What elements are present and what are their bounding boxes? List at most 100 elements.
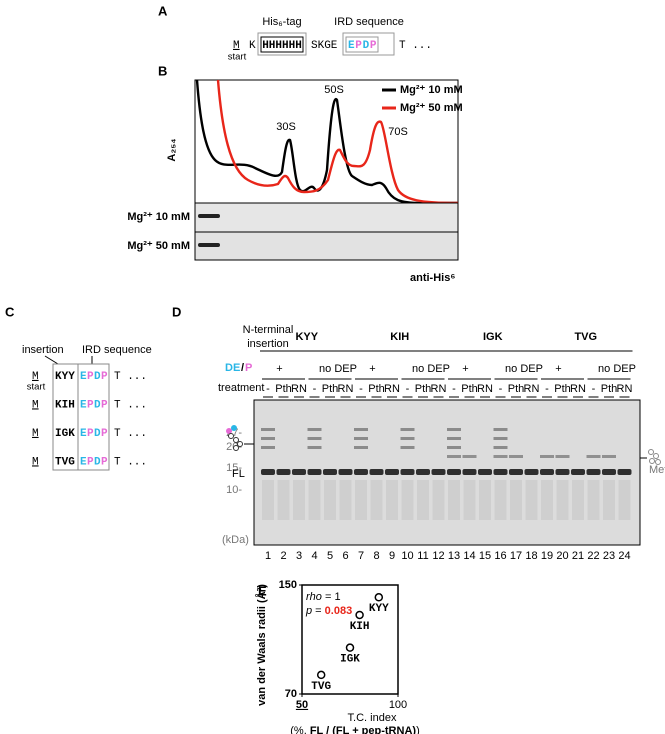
gel-band [307, 437, 322, 440]
insertion: KYY [55, 371, 75, 383]
lane-number: 18 [525, 550, 537, 562]
svg-text:rho = 1: rho = 1 [306, 591, 341, 603]
treatment: RN [291, 383, 307, 395]
gel-smear [618, 480, 631, 520]
gel-smear [262, 480, 274, 520]
lane-number: 24 [618, 550, 630, 562]
blot-band [198, 214, 220, 218]
treatment: Pth [368, 383, 385, 395]
gel-smear [417, 480, 429, 520]
gel-band [400, 437, 415, 440]
ird-residue: D [94, 399, 101, 411]
treatment: Pth [415, 383, 432, 395]
gel-smear [293, 480, 305, 520]
gel-band [354, 428, 368, 431]
gel-band [261, 437, 275, 440]
condition: no DEP [412, 363, 450, 375]
treatment: - [592, 383, 596, 395]
gel-smear [603, 480, 615, 520]
panel-label: C [5, 304, 15, 319]
ird-residue: P [87, 371, 94, 383]
gel-band [617, 469, 632, 475]
pointer [44, 355, 59, 365]
gel-band [462, 455, 477, 458]
lane-number: 23 [603, 550, 615, 562]
lane-number: 20 [556, 550, 568, 562]
met-trna-icon [640, 449, 661, 465]
x-tick-label: 100 [389, 699, 407, 711]
treatment: Pth [461, 383, 478, 395]
gel-band [509, 469, 523, 475]
treatment: RN [524, 383, 540, 395]
dep-p: P [245, 362, 252, 374]
gel-band [338, 469, 353, 475]
ird-residue: P [101, 371, 108, 383]
group-name: IGK [483, 331, 503, 343]
ird-box [77, 363, 110, 471]
x-sublabel: (%, [290, 725, 310, 734]
his-box [257, 32, 307, 56]
panel-label: A [158, 3, 168, 18]
gel-band [586, 455, 601, 458]
condition: + [369, 363, 375, 375]
point [345, 643, 355, 652]
y-label: van der Waals radii (Å³) [255, 584, 268, 706]
ird-label: IRD sequence [334, 16, 404, 28]
group-name: KIH [390, 331, 409, 343]
tail: T ... [114, 428, 147, 440]
tail: T ... [114, 371, 147, 383]
his-tag-label: His₆-tag [262, 16, 301, 28]
unit-label: (kDa) [222, 534, 249, 546]
gel-smear [277, 480, 290, 520]
peak-label: 50S [324, 84, 344, 96]
point-label: KYY [369, 603, 389, 615]
blot-row-label: Mg²⁺ 10 mM [127, 211, 190, 223]
gel-band [602, 469, 616, 475]
blot-row-label: Mg²⁺ 50 mM [127, 240, 190, 252]
point-label: TVG [311, 681, 331, 693]
gel-smear [324, 480, 336, 520]
ird-residue: D [94, 456, 101, 468]
treatment: Pth [554, 383, 571, 395]
gel-band [540, 455, 554, 458]
legend-label: Mg²⁺ 10 mM [400, 84, 463, 96]
header: N-terminal [243, 324, 294, 336]
gel-band [385, 469, 399, 475]
start-residue: M [32, 399, 39, 411]
gel-band [462, 469, 477, 475]
gel-band [416, 469, 430, 475]
rho-text: = 1 [322, 591, 341, 603]
gel-band [447, 428, 461, 431]
p-value: 0.083 [325, 605, 353, 617]
gel-band [509, 455, 523, 458]
treatment: Pth [275, 383, 292, 395]
lane-number: 3 [296, 550, 302, 562]
gel-band [307, 446, 322, 449]
x-label: T.C. index [348, 712, 397, 724]
condition: no DEP [598, 363, 636, 375]
treatment: RN [570, 383, 586, 395]
ird-residue: D [363, 40, 370, 52]
start-residue: M [32, 371, 39, 383]
insertion: TVG [55, 456, 75, 468]
gel-band [323, 469, 337, 475]
legend: Mg²⁺ 10 mM Mg²⁺ 50 mM [382, 84, 463, 114]
insertion-label: insertion [22, 344, 64, 356]
treatment: RN [431, 383, 447, 395]
gel-smear [494, 480, 507, 520]
ird-label: IRD sequence [82, 344, 152, 356]
peak-label: 30S [276, 121, 296, 133]
treatment: RN [477, 383, 493, 395]
antibody-label: anti-His⁶ [410, 272, 455, 284]
lane-number: 7 [358, 550, 364, 562]
svg-text:p = 0.083: p = 0.083 [305, 605, 352, 617]
lane-number: 9 [389, 550, 395, 562]
gel-smear [432, 480, 445, 520]
ird-residue: P [101, 428, 108, 440]
group-name: TVG [574, 331, 597, 343]
lane-number: 17 [510, 550, 522, 562]
tail: T ... [399, 40, 432, 52]
tail: T ... [114, 456, 147, 468]
